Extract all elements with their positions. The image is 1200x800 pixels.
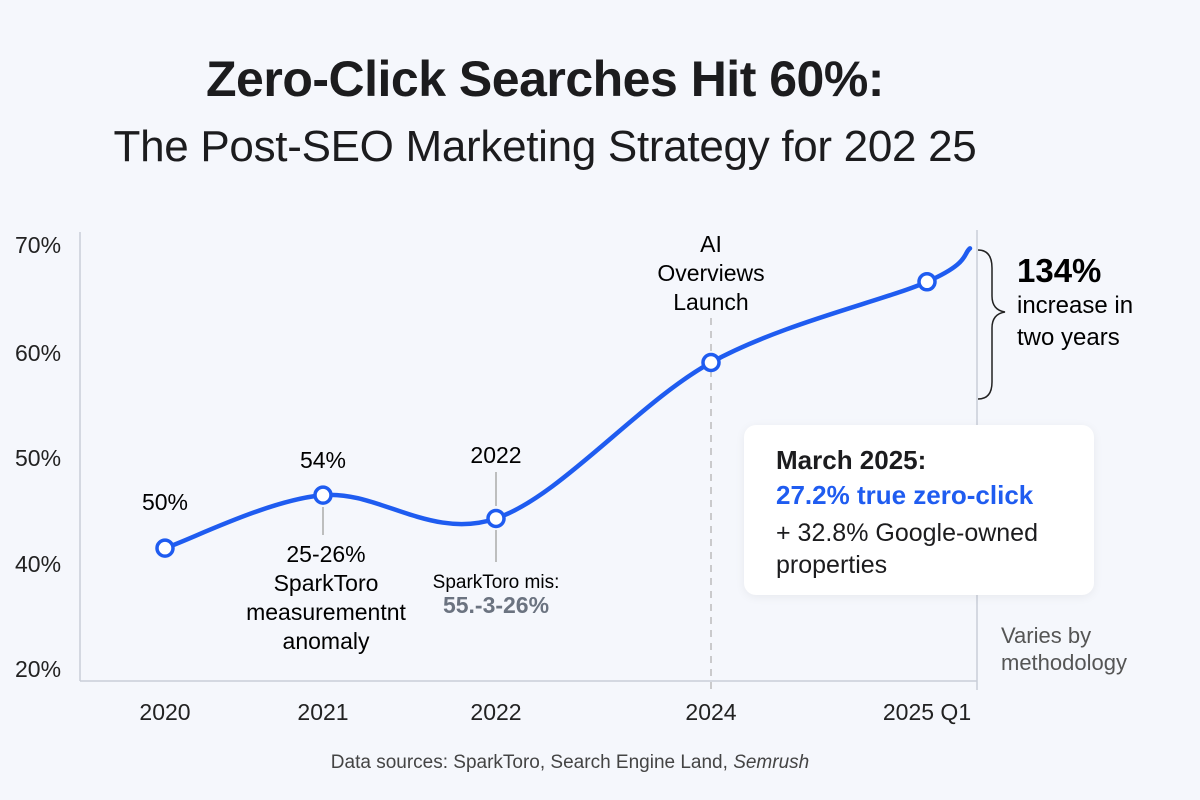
y-tick-label: 50% [15, 445, 61, 471]
chart-title: Zero-Click Searches Hit 60%: [206, 51, 884, 107]
series-line [162, 246, 973, 551]
y-tick-label: 20% [15, 656, 61, 682]
annotation-2022-line: SparkToro mis: [433, 572, 560, 593]
annotation-2021-line: 25-26% [286, 541, 365, 567]
y-tick-label: 70% [15, 232, 61, 258]
event-annotation-line: AI [700, 231, 722, 257]
x-tick-label: 2025 Q1 [883, 699, 971, 725]
callout-body: + 32.8% Google-owned properties [776, 519, 1038, 579]
annotation-2022-value: 55.-3-26% [443, 592, 549, 618]
y-tick-label: 60% [15, 340, 61, 366]
bracket-icon [977, 249, 1006, 400]
callout-card: March 2025: 27.2% true zero-click + 32.8… [744, 425, 1094, 595]
data-point [486, 508, 506, 529]
x-tick-label: 2020 [139, 699, 190, 725]
data-point [155, 538, 175, 558]
data-source: Data sources: SparkToro, Search Engine L… [330, 752, 810, 773]
point-label-2022: 2022 [470, 442, 521, 468]
bracket-annotation-line: increase in [1017, 292, 1133, 319]
event-annotation-line: Overviews [657, 260, 764, 286]
data-point [917, 272, 937, 292]
bracket-annotation-line: two years [1017, 324, 1120, 351]
callout-heading: March 2025: [776, 445, 927, 475]
data-point [313, 485, 333, 505]
x-tick-label: 2022 [470, 699, 521, 725]
point-label-2021: 54% [300, 447, 346, 473]
methodology-note-line: methodology [1001, 650, 1127, 675]
methodology-note-line: Varies by [1001, 623, 1091, 648]
annotation-2021-line: SparkToro [274, 570, 379, 596]
annotation-2021-line: measurementnt [246, 599, 406, 625]
chart-subtitle: The Post-SEO Marketing Strategy for 202 … [113, 122, 977, 171]
event-annotation-line: Launch [673, 289, 748, 315]
x-tick-label: 2021 [297, 699, 348, 725]
data-point [701, 352, 721, 373]
bracket-annotation-value: 134% [1017, 252, 1101, 289]
y-tick-label: 40% [15, 551, 61, 577]
annotation-2021-line: anomaly [283, 628, 370, 654]
callout-highlight: 27.2% true zero-click [776, 480, 1034, 510]
x-tick-label: 2024 [685, 699, 736, 725]
point-label-2020: 50% [142, 489, 188, 515]
